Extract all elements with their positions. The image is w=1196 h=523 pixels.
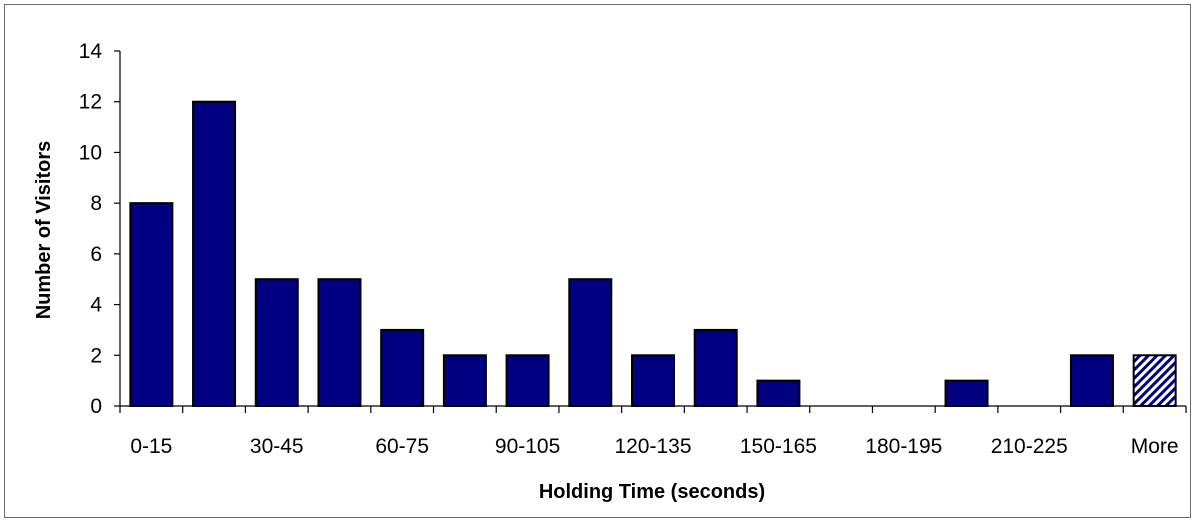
bar-75-90 [442,354,487,407]
x-tick-label: 30-45 [250,435,304,458]
y-tick-label: 10 [79,141,102,164]
y-tick-label: 4 [90,294,102,317]
y-tick-label: 12 [79,91,102,114]
x-tick-label: 180-195 [865,435,942,458]
bar-30-45 [254,278,299,408]
x-tick-label: 120-135 [614,435,691,458]
bar-150-165 [756,379,801,407]
bar-45-60 [317,278,362,408]
bar-60-75 [380,328,425,407]
y-axis-title: Number of Visitors [33,141,55,320]
x-tick-label: 60-75 [375,435,429,458]
bar-195-210 [944,379,989,407]
x-axis-title: Holding Time (seconds) [539,481,765,503]
bar-15-30 [192,100,237,407]
y-tick-label: 6 [90,243,102,266]
bar-105-120 [568,278,613,408]
bar-225-240 [1069,354,1114,407]
bar-120-135 [631,354,675,407]
x-tick-label: More [1131,435,1179,458]
x-tick-label: 90-105 [495,435,560,458]
y-tick-label: 14 [79,40,103,63]
y-tick-label: 0 [90,395,102,418]
bar-135-150 [693,328,738,407]
bar-0-15 [129,202,174,407]
y-tick-label: 2 [90,344,102,367]
bar-more [1132,354,1177,407]
bar-90-105 [505,354,550,407]
x-tick-label: 0-15 [130,435,172,458]
x-tick-label: 150-165 [740,435,817,458]
y-tick-label: 8 [90,192,102,215]
x-tick-label: 210-225 [991,435,1068,458]
